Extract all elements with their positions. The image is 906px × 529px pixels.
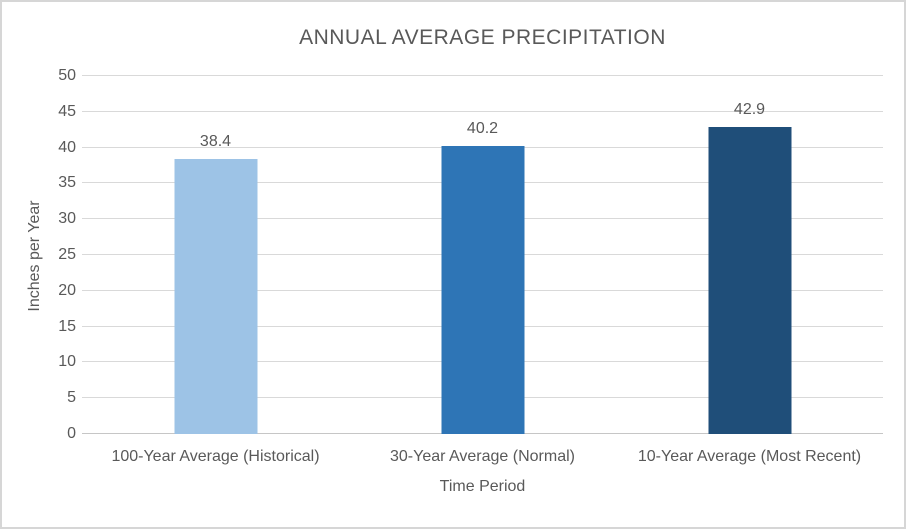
- x-category-label-2: 30-Year Average (Normal): [390, 448, 575, 465]
- bar-data-label-2: 40.2: [466, 120, 499, 138]
- bar-cell-2: 40.2: [349, 76, 616, 434]
- gridline-y-50: [82, 75, 883, 76]
- bar-3[interactable]: [708, 126, 791, 434]
- y-tick-label-35: 35: [58, 174, 76, 192]
- y-axis-tick-labels: 0 5 10 15 20 25 30 35 40 45 50: [36, 68, 76, 442]
- y-tick-label-50: 50: [58, 67, 76, 84]
- bar-cell-1: 38.4: [82, 76, 349, 434]
- y-tick-label-5: 5: [67, 389, 76, 407]
- y-tick-label-10: 10: [58, 353, 76, 371]
- x-axis-category-labels: 100-Year Average (Historical) 30-Year Ave…: [82, 448, 883, 466]
- bar-data-label-1: 38.4: [199, 133, 232, 151]
- y-tick-label-30: 30: [58, 210, 76, 228]
- x-category-label-1: 100-Year Average (Historical): [111, 448, 320, 465]
- bar-data-label-3: 42.9: [733, 100, 766, 118]
- plot-area: 38.4 40.2 42.9: [82, 75, 883, 434]
- y-tick-label-20: 20: [58, 281, 76, 299]
- x-category-label-3: 10-Year Average (Most Recent): [637, 448, 862, 465]
- y-tick-label-15: 15: [58, 317, 76, 335]
- bar-2[interactable]: [441, 146, 524, 434]
- y-tick-label-40: 40: [58, 138, 76, 156]
- bars-row: 38.4 40.2 42.9: [82, 76, 883, 434]
- chart-title: ANNUAL AVERAGE PRECIPITATION: [299, 26, 666, 49]
- bar-cell-3: 42.9: [616, 76, 883, 434]
- y-tick-label-0: 0: [67, 425, 76, 442]
- y-tick-label-25: 25: [58, 246, 76, 263]
- x-axis-title: Time Period: [439, 478, 526, 495]
- y-tick-label-45: 45: [58, 102, 76, 120]
- bar-1[interactable]: [174, 159, 257, 434]
- gridline-y-45: [82, 110, 883, 112]
